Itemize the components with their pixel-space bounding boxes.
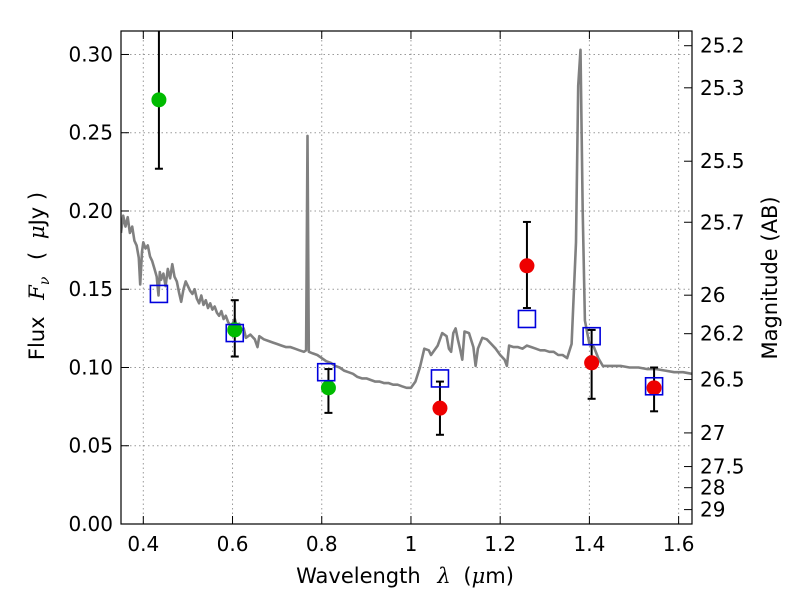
x-tick-label: 0.4 — [127, 532, 159, 556]
y2-tick-label: 27.5 — [700, 455, 745, 479]
y2-tick-label: 28 — [700, 476, 725, 500]
x-axis-label-unit-open: ( — [463, 564, 471, 588]
red-data-point — [584, 355, 600, 371]
y-axis-label-sub: ν — [37, 276, 53, 285]
x-tick-label: 0.8 — [306, 532, 338, 556]
red-data-point — [432, 400, 448, 416]
y-tick-label: 0.05 — [68, 434, 113, 458]
green-data-point — [227, 322, 243, 338]
y-tick-label: 0.10 — [68, 355, 113, 379]
x-tick-label: 1.4 — [573, 532, 605, 556]
photometry-square-marker — [644, 376, 664, 396]
y2-tick-label: 29 — [700, 498, 725, 522]
x-tick-label: 1 — [405, 532, 418, 556]
y2-axis-label: Magnitude (AB) — [758, 196, 782, 359]
model-layer — [121, 48, 692, 390]
x-tick-label: 1.2 — [484, 532, 516, 556]
y2-tick-label: 25.3 — [700, 76, 745, 100]
marker-layer — [149, 31, 664, 436]
y-axis-label-text: Flux — [25, 316, 49, 360]
y2-tick-label: 26 — [700, 283, 725, 307]
grid-layer — [121, 31, 692, 525]
y-tick-label: 0.15 — [68, 277, 113, 301]
x-axis-label-unit-rest: m) — [485, 564, 514, 588]
x-axis-label-text: Wavelength — [296, 564, 421, 588]
photometry-square-marker — [316, 362, 336, 382]
y-tick-label: 0.20 — [68, 199, 113, 223]
photometry-square-marker — [582, 326, 601, 346]
green-data-point — [151, 92, 167, 108]
photometry-square-marker — [225, 323, 245, 343]
x-tick-label: 0.6 — [217, 532, 249, 556]
x-axis-label-unit-mu: μ — [472, 564, 486, 588]
tick-layer: 0.4 0.6 0.8 1 1.2 1.4 1.6 0.00 0.05 0.10 0.15 0.20 0… — [68, 31, 745, 556]
photometry-square-marker — [430, 369, 450, 388]
y-axis-label: Flux Fν ( μJy ) — [25, 192, 54, 360]
x-axis-label-symbol: λ — [436, 564, 450, 588]
y-axis-label-unit-mu: μ — [25, 225, 49, 239]
green-data-point — [320, 380, 336, 396]
x-axis-label: Wavelength λ (μm) — [296, 564, 514, 588]
y-tick-label: 0.25 — [68, 121, 113, 145]
y-axis-label-symbol: F — [25, 284, 49, 301]
model-spectrum-line — [121, 48, 692, 390]
y2-tick-label: 26.2 — [700, 322, 745, 346]
y2-tick-label: 25.5 — [700, 149, 745, 173]
y-tick-label: 0.00 — [68, 512, 113, 536]
y-axis-label-unit-rest: Jy ) — [25, 192, 49, 228]
y-tick-label: 0.30 — [68, 42, 113, 66]
y2-tick-label: 26.5 — [700, 368, 745, 392]
y2-tick-label: 25.7 — [700, 210, 745, 234]
red-data-point — [519, 258, 535, 274]
y-axis-label-unit-open: ( — [25, 252, 49, 260]
x-tick-label: 1.6 — [663, 532, 695, 556]
y2-tick-label: 27 — [700, 421, 725, 445]
y2-tick-label: 25.2 — [700, 34, 745, 58]
photometry-square-marker — [149, 284, 169, 304]
plot-frame — [120, 30, 693, 525]
red-data-point — [646, 380, 662, 396]
photometry-square-marker — [517, 309, 537, 329]
